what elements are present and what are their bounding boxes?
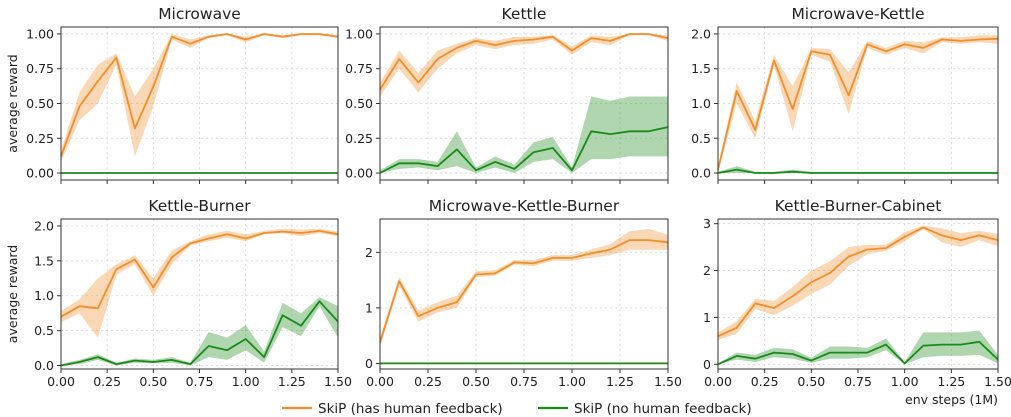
x-tick-label: 1.00 bbox=[558, 374, 586, 389]
x-tick-label: 1.00 bbox=[891, 374, 919, 389]
x-tick-label: 1.00 bbox=[232, 374, 260, 389]
series-1-band bbox=[61, 34, 338, 162]
series-1-line bbox=[379, 239, 669, 343]
y-tick-label: 0.25 bbox=[345, 131, 373, 146]
y-tick-label: 2.0 bbox=[691, 26, 711, 41]
y-tick-label: 0.00 bbox=[26, 166, 54, 181]
x-tick-label: 1.50 bbox=[324, 374, 352, 389]
axes-frame bbox=[379, 26, 669, 181]
panel-4: 0.00 0.25 0.50 0.75 1.00 1.25 1.50 0.0 0.5 1.0 1.5… bbox=[5, 197, 352, 389]
y-axis-label: average reward bbox=[5, 54, 20, 152]
axes-frame bbox=[379, 218, 669, 370]
x-tick-label: 1.50 bbox=[654, 374, 682, 389]
x-tick-label: 0.25 bbox=[414, 374, 442, 389]
y-tick-label: 0.0 bbox=[691, 166, 711, 181]
x-tick-label: 1.25 bbox=[937, 374, 965, 389]
x-tick-label: 0.25 bbox=[93, 374, 121, 389]
x-tick-label: 0.50 bbox=[139, 374, 167, 389]
x-tick-label: 1.25 bbox=[606, 374, 634, 389]
series-2-band bbox=[718, 330, 998, 365]
x-tick-label: 0.00 bbox=[47, 374, 75, 389]
panel-2: 0.00 0.25 0.50 0.75 1.00 Kettle bbox=[345, 5, 669, 184]
y-tick-label: 0.75 bbox=[345, 61, 373, 76]
series-2-line bbox=[379, 126, 669, 174]
x-tick-label: 0.50 bbox=[462, 374, 490, 389]
axes-frame bbox=[60, 26, 339, 181]
series-2-line bbox=[717, 340, 999, 366]
x-tick-label: 0.50 bbox=[797, 374, 825, 389]
x-tick-label: 0.00 bbox=[366, 374, 394, 389]
panel-title: Microwave-Kettle-Burner bbox=[429, 197, 620, 215]
y-tick-label: 2 bbox=[703, 263, 711, 278]
y-tick-label: 3 bbox=[703, 216, 711, 231]
y-tick-label: 1.5 bbox=[34, 253, 54, 268]
y-tick-label: 0 bbox=[703, 357, 711, 372]
y-tick-label: 0.50 bbox=[345, 96, 373, 111]
series-2-line bbox=[717, 168, 998, 174]
panel-5: 0.00 0.25 0.50 0.75 1.00 1.25 1.50 0 1 2 Microwave… bbox=[365, 197, 682, 389]
y-tick-label: 1 bbox=[365, 300, 373, 315]
series-1-line bbox=[717, 226, 999, 338]
legend-label-orange: SkiP (has human feedback) bbox=[318, 401, 503, 417]
series-1-band bbox=[718, 225, 998, 340]
x-axis-label: env steps (1M) bbox=[905, 392, 998, 407]
panel-title: Microwave-Kettle bbox=[791, 5, 924, 23]
y-tick-label: 2.0 bbox=[34, 218, 54, 233]
y-tick-label: 0.5 bbox=[34, 323, 54, 338]
panel-title: Kettle bbox=[502, 5, 547, 23]
axes-frame bbox=[60, 218, 339, 370]
x-tick-label: 0.00 bbox=[704, 374, 732, 389]
x-tick-label: 1.25 bbox=[278, 374, 306, 389]
legend-label-green: SkiP (no human feedback) bbox=[574, 401, 752, 417]
panel-3: 0.0 0.5 1.0 1.5 2.0 Microwave-Kettle bbox=[691, 5, 999, 184]
y-tick-label: 0.0 bbox=[34, 358, 54, 373]
series-1-band bbox=[718, 35, 998, 173]
axes-frame bbox=[717, 26, 999, 181]
x-tick-label: 0.25 bbox=[751, 374, 779, 389]
y-tick-label: 1.00 bbox=[26, 26, 54, 41]
panel-title: Kettle-Burner-Cabinet bbox=[775, 197, 942, 215]
legend: SkiP (has human feedback) SkiP (no human… bbox=[282, 401, 752, 417]
y-tick-label: 1.0 bbox=[691, 96, 711, 111]
y-axis-label: average reward bbox=[5, 245, 20, 343]
y-tick-label: 1.0 bbox=[34, 288, 54, 303]
axes-frame bbox=[717, 218, 999, 370]
x-tick-label: 0.75 bbox=[186, 374, 214, 389]
series-1-line bbox=[60, 33, 339, 157]
y-tick-label: 1 bbox=[703, 310, 711, 325]
series-1-line bbox=[60, 229, 339, 318]
y-tick-label: 0.75 bbox=[26, 61, 54, 76]
y-tick-label: 0.00 bbox=[345, 166, 373, 181]
x-tick-label: 0.75 bbox=[510, 374, 538, 389]
y-tick-label: 0.50 bbox=[26, 96, 54, 111]
panel-title: Microwave bbox=[158, 5, 241, 23]
y-tick-label: 0.5 bbox=[691, 131, 711, 146]
series-1-band bbox=[380, 34, 668, 97]
panel-title: Kettle-Burner bbox=[148, 197, 251, 215]
y-tick-label: 1.5 bbox=[691, 61, 711, 76]
y-tick-label: 2 bbox=[365, 245, 373, 260]
series-1-line bbox=[717, 37, 999, 170]
x-tick-label: 0.75 bbox=[844, 374, 872, 389]
x-tick-label: 1.50 bbox=[984, 374, 1011, 389]
panel-6: 0.00 0.25 0.50 0.75 1.00 1.25 1.50 0 1 2 3 Kettle-B… bbox=[703, 197, 1011, 407]
panel-1: 0.00 0.25 0.50 0.75 1.00 Microwave average rew… bbox=[5, 5, 339, 184]
series-2-line bbox=[60, 300, 339, 367]
y-tick-label: 0.25 bbox=[26, 131, 54, 146]
y-tick-label: 0 bbox=[365, 356, 373, 371]
y-tick-label: 1.00 bbox=[345, 26, 373, 41]
series-1-line bbox=[379, 33, 669, 91]
